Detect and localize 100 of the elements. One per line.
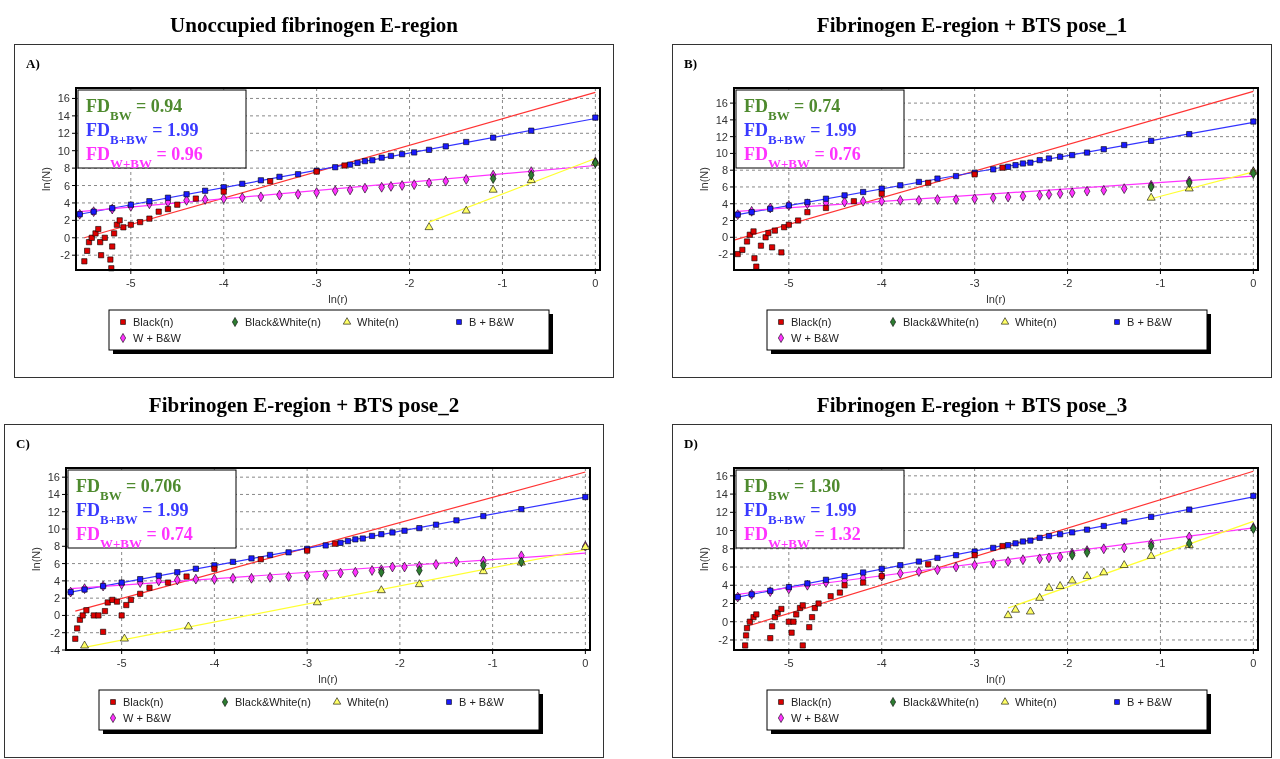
y-tick-label: 12 [47, 505, 60, 518]
y-tick-label: 12 [715, 506, 728, 519]
y-tick-label: 16 [57, 92, 70, 105]
x-tick-label: -3 [969, 657, 980, 669]
y-tick-label: 4 [53, 574, 60, 587]
x-tick-label: -5 [783, 277, 794, 289]
y-tick-label: -4 [50, 644, 60, 656]
y-tick-label: 6 [721, 180, 728, 193]
y-tick-label: 6 [63, 179, 70, 192]
x-axis-title: ln(r) [328, 293, 348, 305]
y-tick-label: 0 [53, 609, 60, 622]
legend-label: B + B&W [1127, 316, 1173, 328]
y-tick-label: 8 [721, 164, 728, 177]
y-axis-title: ln(N) [698, 167, 710, 191]
x-tick-label: -2 [394, 657, 405, 669]
x-tick-label: -2 [1062, 277, 1073, 289]
annotation: FD$_{B+BW}$ = 1.99 [76, 500, 189, 527]
text: D) [684, 436, 698, 451]
chart-title: Fibrinogen E-region + BTS pose_2 [148, 393, 460, 417]
x-tick-label: -2 [404, 277, 415, 289]
y-tick-label: 14 [715, 488, 728, 501]
y-tick-label: 16 [715, 469, 728, 482]
y-tick-label: 0 [63, 231, 70, 244]
legend-label: B + B&W [1127, 696, 1173, 708]
y-tick-label: 2 [63, 214, 70, 227]
y-tick-label: -2 [50, 626, 60, 639]
x-tick-label: -5 [783, 657, 794, 669]
x-tick-label: -3 [311, 277, 322, 289]
y-tick-label: 6 [53, 557, 60, 570]
y-tick-label: -2 [60, 249, 70, 262]
x-tick-label: -4 [876, 277, 887, 289]
text: A) [26, 56, 40, 71]
y-axis-title: ln(N) [40, 167, 52, 191]
legend-label: Black&White(n) [245, 316, 321, 328]
y-tick-label: -2 [718, 633, 728, 646]
legend-label: B + B&W [459, 696, 505, 708]
y-tick-label: 2 [721, 597, 728, 610]
y-tick-label: 14 [57, 109, 70, 122]
y-tick-label: 10 [715, 147, 728, 160]
y-tick-label: 16 [715, 97, 728, 110]
annotation: FD$_{B+BW}$ = 1.99 [744, 500, 857, 527]
y-tick-label: 10 [715, 524, 728, 537]
y-tick-label: -2 [718, 248, 728, 261]
y-tick-label: 10 [57, 144, 70, 157]
x-axis-title: ln(r) [986, 293, 1006, 305]
x-tick-label: -3 [302, 657, 313, 669]
annotation: FD$_{BW}$ = 0.74 [744, 96, 841, 123]
y-tick-label: 8 [53, 540, 60, 553]
y-tick-label: 10 [47, 523, 60, 536]
y-tick-label: 14 [715, 113, 728, 126]
annotation: FD$_{BW}$ = 0.706 [76, 476, 182, 503]
y-tick-label: 2 [721, 214, 728, 227]
x-tick-label: -4 [876, 657, 887, 669]
annotation: FD$_{B+BW}$ = 1.99 [86, 120, 199, 147]
chart-title: Fibrinogen E-region + BTS pose_3 [816, 393, 1128, 417]
x-tick-label: -1 [487, 657, 498, 669]
x-tick-label: -5 [125, 277, 136, 289]
y-tick-label: 4 [721, 579, 728, 592]
x-axis-title: ln(r) [318, 673, 338, 685]
legend-label: White(n) [347, 696, 389, 708]
chart-title: Fibrinogen E-region + BTS pose_1 [816, 13, 1128, 37]
legend-label: W + B&W [791, 712, 840, 724]
legend-label: W + B&W [133, 332, 182, 344]
x-tick-label: -4 [209, 657, 220, 669]
x-tick-label: 0 [1250, 277, 1257, 289]
y-axis-title: ln(N) [698, 547, 710, 571]
text: B) [684, 56, 697, 71]
annotation: FD$_{BW}$ = 0.94 [86, 96, 183, 123]
x-tick-label: 0 [1250, 657, 1257, 669]
chart-title: Unoccupied fibrinogen E-region [170, 13, 459, 37]
annotation: FD$_{W+BW}$ = 0.96 [86, 144, 203, 171]
legend-label: Black&White(n) [903, 316, 979, 328]
legend-label: Black(n) [123, 696, 164, 708]
legend-label: Black(n) [791, 696, 832, 708]
y-tick-label: 0 [721, 231, 728, 244]
x-tick-label: 0 [592, 277, 599, 289]
legend-label: B + B&W [469, 316, 515, 328]
y-tick-label: 8 [63, 162, 70, 175]
annotation: FD$_{B+BW}$ = 1.99 [744, 120, 857, 147]
legend-label: W + B&W [123, 712, 172, 724]
annotation: FD$_{W+BW}$ = 1.32 [744, 524, 861, 551]
y-tick-label: 8 [721, 542, 728, 555]
legend-label: W + B&W [791, 332, 840, 344]
legend-label: Black&White(n) [235, 696, 311, 708]
x-tick-label: -3 [969, 277, 980, 289]
y-axis-title: ln(N) [30, 547, 42, 571]
y-tick-label: 14 [47, 488, 60, 501]
x-axis-title: ln(r) [986, 673, 1006, 685]
y-tick-label: 4 [721, 197, 728, 210]
y-tick-label: 4 [63, 196, 70, 209]
y-tick-label: 0 [721, 615, 728, 628]
x-tick-label: -1 [1155, 277, 1166, 289]
text: C) [16, 436, 30, 451]
x-tick-label: -1 [497, 277, 508, 289]
annotation: FD$_{W+BW}$ = 0.74 [76, 524, 193, 551]
legend-label: White(n) [1015, 316, 1057, 328]
annotation: FD$_{BW}$ = 1.30 [744, 476, 841, 503]
x-tick-label: -4 [218, 277, 229, 289]
y-tick-label: 12 [57, 127, 70, 140]
legend-label: White(n) [357, 316, 399, 328]
